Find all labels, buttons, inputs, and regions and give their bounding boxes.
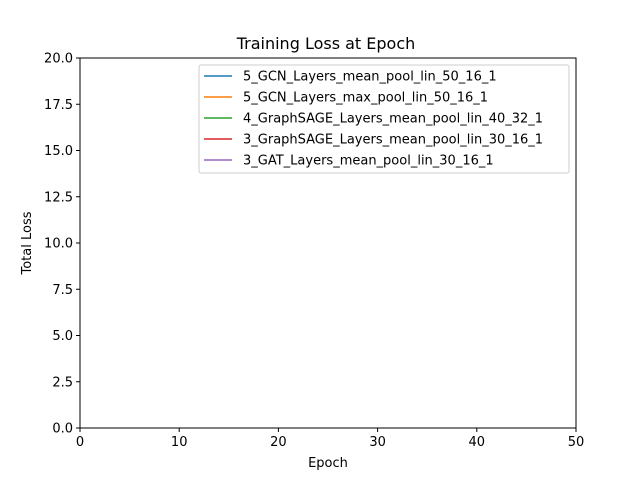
x-axis-label: Epoch (308, 456, 348, 471)
y-tick-label: 20.0 (44, 52, 73, 67)
legend-frame (198, 64, 570, 174)
x-axis-ticks: 0 10 20 30 40 50 (76, 428, 584, 450)
y-axis-ticks: 0.0 2.5 5.0 7.5 10.0 12.5 15.0 17.5 20.0 (44, 52, 80, 437)
y-tick-label: 0.0 (52, 422, 73, 437)
y-tick-label: 15.0 (44, 144, 73, 159)
y-tick-label: 17.5 (44, 98, 73, 113)
y-tick-label: 12.5 (44, 190, 73, 205)
chart-title: Training Loss at Epoch (236, 34, 416, 53)
y-tick-label: 2.5 (52, 375, 73, 390)
x-tick-label: 50 (568, 435, 585, 450)
legend: 5_GCN_Layers_mean_pool_lin_50_16_1 5_GCN_… (198, 64, 570, 174)
y-axis-label: Total Loss (20, 211, 35, 275)
legend-label-2: 4_GraphSAGE_Layers_mean_pool_lin_40_32_1 (243, 112, 543, 127)
y-tick-label: 7.5 (52, 283, 73, 298)
x-tick-label: 0 (76, 435, 84, 450)
legend-label-4: 3_GAT_Layers_mean_pool_lin_30_16_1 (243, 154, 494, 169)
x-tick-label: 30 (369, 435, 386, 450)
legend-label-3: 3_GraphSAGE_Layers_mean_pool_lin_30_16_1 (243, 133, 543, 148)
y-tick-label: 5.0 (52, 329, 73, 344)
x-tick-label: 20 (270, 435, 287, 450)
legend-label-1: 5_GCN_Layers_max_pool_lin_50_16_1 (243, 91, 488, 106)
y-tick-label: 10.0 (44, 237, 73, 252)
x-tick-label: 40 (469, 435, 486, 450)
legend-label-0: 5_GCN_Layers_mean_pool_lin_50_16_1 (243, 70, 497, 85)
x-tick-label: 10 (171, 435, 188, 450)
